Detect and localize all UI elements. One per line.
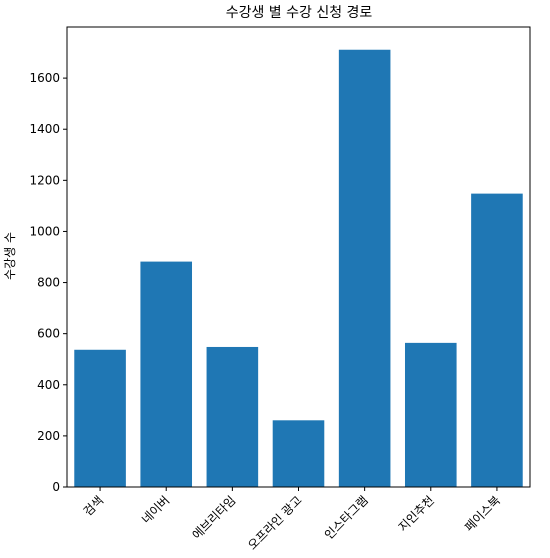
x-tick-label-5: 지인추천 bbox=[395, 493, 437, 535]
y-tick-label-0: 0 bbox=[52, 480, 60, 494]
bar-0 bbox=[74, 349, 126, 487]
bar-2 bbox=[206, 346, 259, 487]
x-tick-label-2: 에브리타임 bbox=[190, 493, 239, 542]
bar-5 bbox=[404, 342, 457, 487]
x-tick-label-1: 네이버 bbox=[139, 493, 172, 526]
y-tick-label-7: 1400 bbox=[29, 122, 60, 136]
bar-6 bbox=[471, 193, 523, 487]
y-axis-label: 수강생 수 bbox=[3, 232, 17, 280]
x-tick-label-6: 페이스북 bbox=[462, 493, 503, 534]
x-tick-label-4: 인스타그램 bbox=[322, 493, 371, 542]
bar-4 bbox=[338, 49, 391, 488]
y-tick-label-2: 400 bbox=[37, 378, 60, 392]
bar-3 bbox=[272, 420, 325, 487]
plot-area: 검색 네이버 에브리타임 오프라인 광고 인스타그램 지인추천 페이스북 0 200 400 600… bbox=[29, 49, 523, 553]
y-tick-label-3: 600 bbox=[37, 327, 60, 341]
chart-title: 수강생 별 수강 신청 경로 bbox=[226, 5, 373, 21]
y-tick-label-5: 1000 bbox=[29, 224, 60, 238]
x-tick-label-0: 검색 bbox=[81, 493, 107, 519]
y-tick-label-8: 1600 bbox=[29, 71, 60, 85]
y-tick-label-1: 200 bbox=[37, 429, 60, 443]
bar-1 bbox=[140, 261, 193, 487]
plot-frame bbox=[66, 26, 531, 488]
y-tick-label-4: 800 bbox=[37, 276, 60, 290]
x-tick-label-3: 오프라인 광고 bbox=[245, 493, 304, 552]
y-tick-label-6: 1200 bbox=[29, 173, 60, 187]
